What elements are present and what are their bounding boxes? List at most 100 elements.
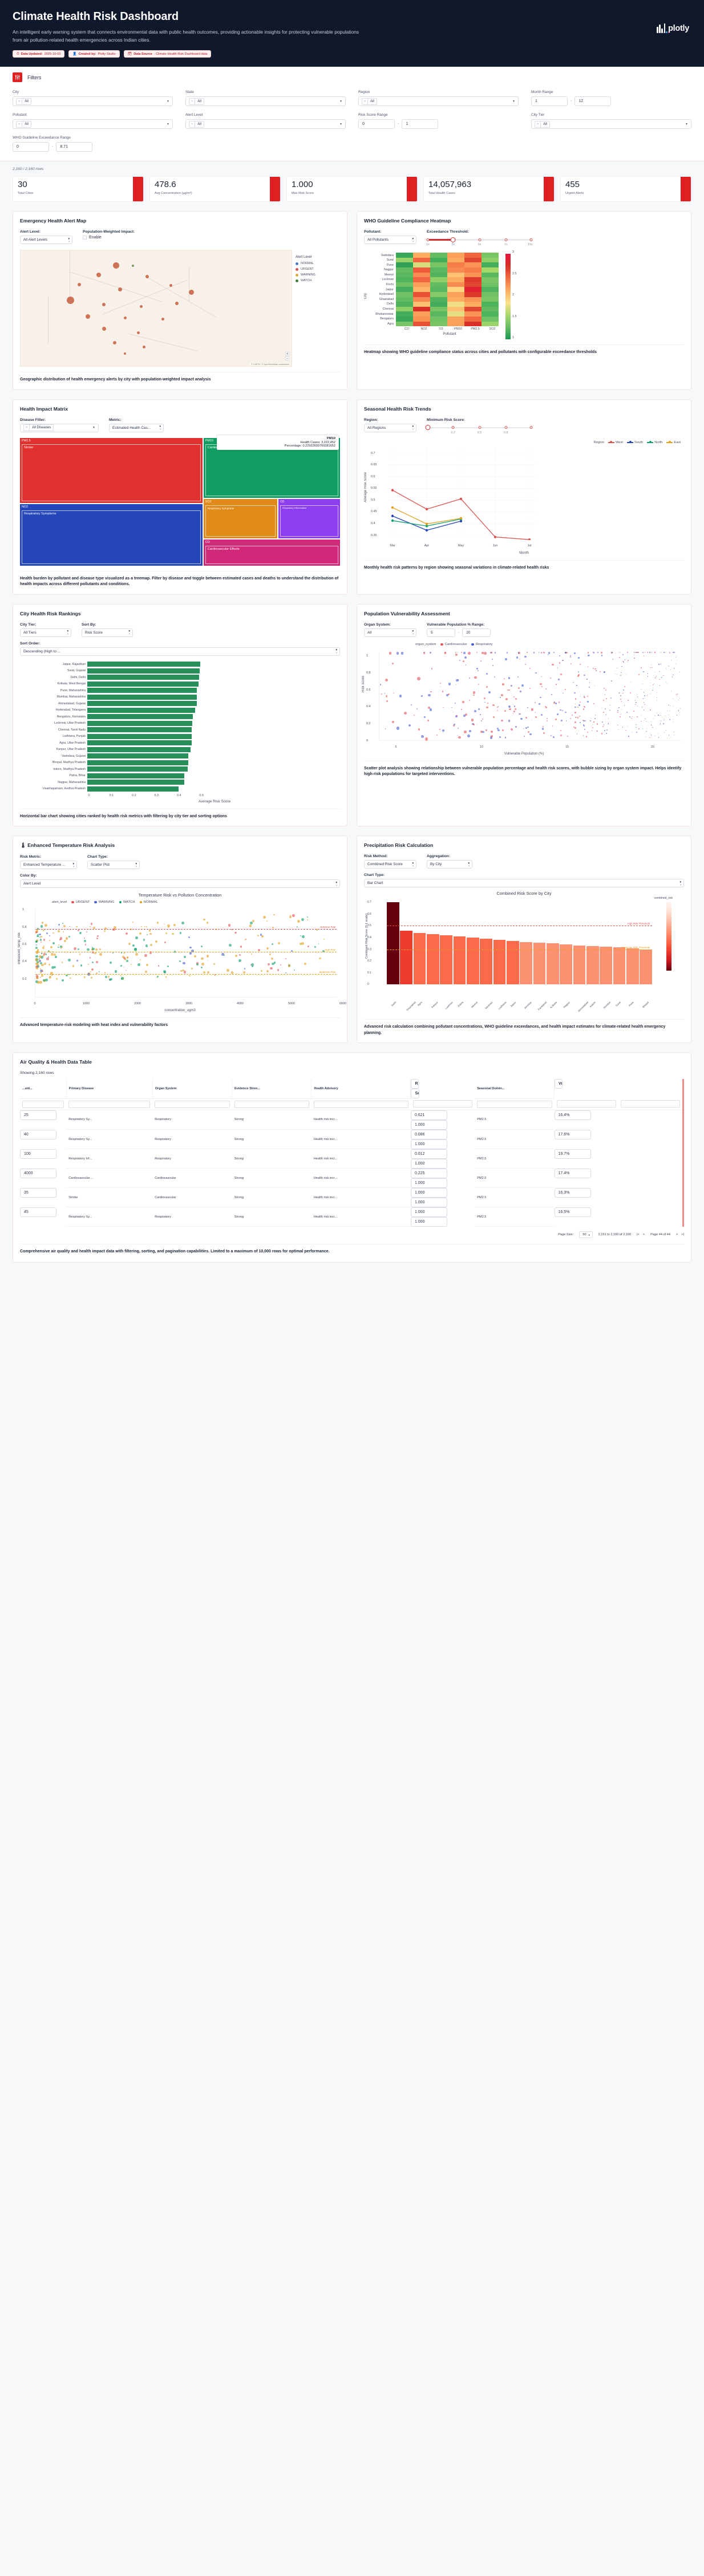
temperature-point[interactable] [148,930,151,932]
vulnerability-point[interactable] [645,736,646,737]
vulnerability-point[interactable] [496,728,499,730]
pollutant-select[interactable]: × All ▼ [13,119,173,129]
temperature-point[interactable] [266,947,269,950]
vulnerability-point[interactable] [567,735,568,737]
legend-item-watch[interactable]: WATCH [119,900,135,904]
temperature-point[interactable] [300,943,302,946]
vulnerability-point[interactable] [540,696,541,699]
temperature-point[interactable] [278,942,281,945]
temperature-point[interactable] [140,926,142,928]
temperature-point[interactable] [261,935,264,938]
vulnerability-point[interactable] [482,718,484,720]
vulnerability-point[interactable] [539,703,540,705]
temperature-point[interactable] [120,952,122,954]
temperature-point[interactable] [213,963,216,965]
rankings-bar[interactable] [87,780,184,785]
map-zoom-controls[interactable]: + − [285,352,289,361]
vulnerability-point[interactable] [643,655,645,657]
vulnerability-point[interactable] [635,652,637,654]
vulnerability-point[interactable] [560,674,562,675]
vulnerability-point[interactable] [629,692,631,693]
temperature-point[interactable] [203,918,205,920]
heatmap-cell[interactable] [464,257,482,263]
temperature-point[interactable] [91,946,94,948]
vulnerability-point[interactable] [644,720,645,721]
vulnerability-point[interactable] [500,694,504,697]
vulnerability-point[interactable] [519,713,521,715]
vulnerability-point[interactable] [508,689,510,691]
rankings-bar[interactable] [87,681,199,687]
vulnerability-point[interactable] [557,667,559,668]
vulnerability-point[interactable] [622,727,624,728]
vulnerability-point[interactable] [464,713,468,716]
precipitation-bar[interactable] [600,947,613,985]
heatmap-cell[interactable] [482,282,499,287]
temperature-point[interactable] [252,919,255,922]
vulnerability-point[interactable] [558,701,560,703]
vulnerability-point[interactable] [490,735,493,738]
temperature-point[interactable] [164,923,165,925]
vulnerability-point[interactable] [547,654,549,655]
vulnerability-point[interactable] [501,729,504,732]
vulnerability-point[interactable] [586,696,588,697]
temperature-point[interactable] [48,950,50,952]
vulnerability-point[interactable] [574,706,576,708]
heatmap-cell[interactable] [413,291,430,297]
vulnerability-point[interactable] [605,714,606,716]
vulnerability-point[interactable] [618,692,620,693]
vulnerability-point[interactable] [418,728,420,731]
heatmap-cell[interactable] [447,321,464,327]
vulnerability-point[interactable] [423,652,426,655]
vulnerability-point[interactable] [560,734,562,737]
vulnerability-point[interactable] [637,652,638,654]
vulnerability-point[interactable] [623,662,624,663]
temperature-point[interactable] [74,947,77,951]
precip-agg-select[interactable]: By City ▼ × [427,860,472,869]
precipitation-bar[interactable] [586,946,599,985]
vulnerability-point[interactable] [529,687,531,689]
vulnerability-point[interactable] [637,705,638,707]
vulnerability-point[interactable] [523,735,525,737]
vulnerability-point[interactable] [584,695,585,697]
vulnerability-point[interactable] [565,720,567,721]
temp-risk-metric-select[interactable]: Enhanced Temperature ... ▼ × [20,861,77,870]
vulnerability-point[interactable] [458,736,461,739]
vulnerability-point[interactable] [480,730,483,733]
temperature-point[interactable] [188,936,191,939]
legend-item-west[interactable]: West [608,441,623,444]
heatmap-cell[interactable] [396,321,413,327]
chevron-down-icon[interactable]: ▼ [67,237,70,240]
temperature-point[interactable] [266,970,269,973]
vulnerability-point[interactable] [628,700,629,701]
vulnerability-point[interactable] [497,729,500,732]
vulnerability-point[interactable] [577,671,579,673]
alert-level-chip[interactable]: × All [189,120,204,128]
heatmap-cell[interactable] [396,267,413,273]
vulnerability-point[interactable] [476,724,477,725]
vulnerability-point[interactable] [543,652,545,654]
temperature-point[interactable] [37,949,39,951]
vulnerability-point[interactable] [489,736,493,739]
temperature-point[interactable] [229,944,232,947]
temperature-point[interactable] [120,975,122,976]
temperature-point[interactable] [270,967,273,969]
heatmap-cell[interactable] [482,262,499,267]
vulnerability-point[interactable] [396,727,399,730]
heatmap-cell[interactable] [482,272,499,278]
rankings-bar[interactable] [87,720,192,726]
heatmap-cell[interactable] [413,262,430,267]
temperature-point[interactable] [165,932,167,934]
heatmap-cell[interactable] [447,253,464,258]
temperature-point[interactable] [221,953,225,956]
vulnerability-point[interactable] [553,652,555,654]
heatmap-cell[interactable] [413,311,430,317]
disease-filter-select[interactable]: × All Diseases ▼ [20,423,99,432]
vulnerability-point[interactable] [544,705,547,707]
temp-colorby-select[interactable]: Alert Level ▼ × [20,879,340,889]
temperature-point[interactable] [90,971,91,973]
column-filter-input[interactable]: ∇ [234,1100,309,1108]
temperature-point[interactable] [272,962,274,966]
vulnerability-point[interactable] [523,728,524,729]
vulnerability-point[interactable] [459,659,460,661]
temperature-point[interactable] [42,979,46,982]
